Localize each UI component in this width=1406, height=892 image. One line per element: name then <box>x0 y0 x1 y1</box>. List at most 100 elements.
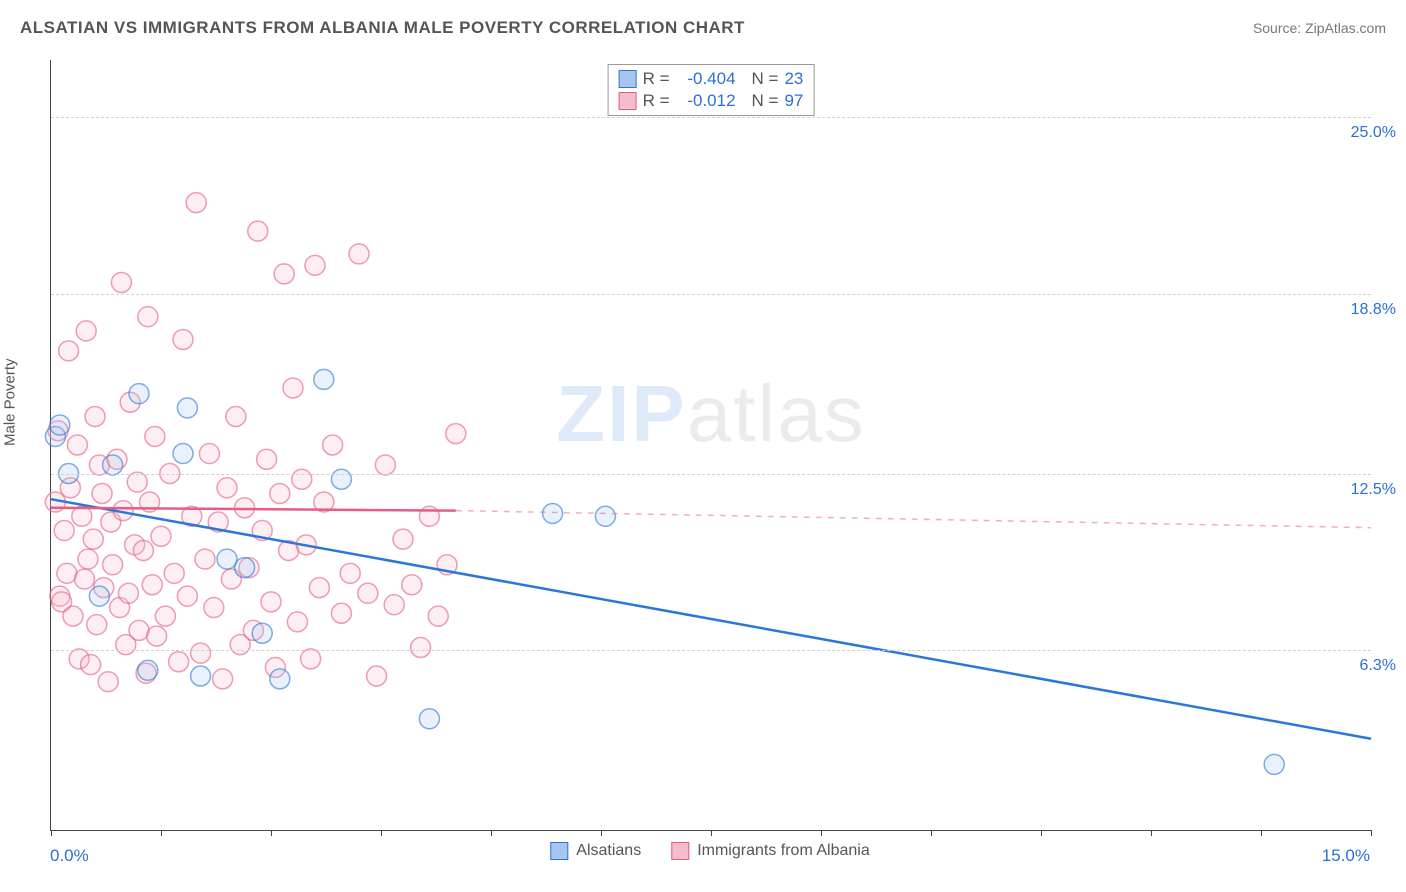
n-value: 23 <box>784 69 803 89</box>
legend-series-label: Immigrants from Albania <box>697 842 870 860</box>
data-point <box>1264 754 1284 774</box>
chart-title: ALSATIAN VS IMMIGRANTS FROM ALBANIA MALE… <box>20 18 745 38</box>
scatter-svg <box>51 60 1371 830</box>
trend-line-extrapolated <box>456 511 1371 528</box>
n-value: 97 <box>784 91 803 111</box>
x-tick <box>1371 830 1372 836</box>
data-point <box>235 498 255 518</box>
data-point <box>111 272 131 292</box>
data-point <box>595 506 615 526</box>
legend-series: Alsatians Immigrants from Albania <box>550 842 869 860</box>
data-point <box>292 469 312 489</box>
x-axis-max-label: 15.0% <box>1322 846 1370 866</box>
x-tick <box>381 830 382 836</box>
data-point <box>287 612 307 632</box>
data-point <box>76 321 96 341</box>
x-tick <box>51 830 52 836</box>
data-point <box>402 575 422 595</box>
chart-container: ZIPatlas R =-0.404N =23R =-0.012N =97 Al… <box>50 60 1370 830</box>
data-point <box>217 478 237 498</box>
gridline-h <box>51 294 1371 295</box>
x-tick <box>1041 830 1042 836</box>
data-point <box>257 449 277 469</box>
x-tick <box>1261 830 1262 836</box>
data-point <box>419 709 439 729</box>
legend-swatch <box>619 92 637 110</box>
r-label: R = <box>643 69 670 89</box>
data-point <box>87 615 107 635</box>
data-point <box>83 529 103 549</box>
x-tick <box>161 830 162 836</box>
data-point <box>367 666 387 686</box>
data-point <box>248 221 268 241</box>
data-point <box>283 378 303 398</box>
data-point <box>98 672 118 692</box>
data-point <box>384 595 404 615</box>
gridline-h <box>51 474 1371 475</box>
data-point <box>331 469 351 489</box>
data-point <box>145 426 165 446</box>
data-point <box>393 529 413 549</box>
data-point <box>138 660 158 680</box>
data-point <box>127 472 147 492</box>
data-point <box>340 563 360 583</box>
data-point <box>446 424 466 444</box>
data-point <box>92 483 112 503</box>
data-point <box>147 626 167 646</box>
legend-series-item: Alsatians <box>550 842 641 860</box>
data-point <box>103 455 123 475</box>
data-point <box>63 606 83 626</box>
y-axis-label: Male Poverty <box>2 358 19 446</box>
data-point <box>235 558 255 578</box>
legend-correlation-row: R =-0.012N =97 <box>619 91 804 111</box>
data-point <box>103 555 123 575</box>
legend-correlation: R =-0.404N =23R =-0.012N =97 <box>608 64 815 116</box>
data-point <box>155 606 175 626</box>
legend-swatch <box>619 70 637 88</box>
data-point <box>85 406 105 426</box>
data-point <box>270 669 290 689</box>
x-tick <box>271 830 272 836</box>
data-point <box>428 606 448 626</box>
data-point <box>323 435 343 455</box>
data-point <box>59 341 79 361</box>
data-point <box>169 652 189 672</box>
data-point <box>177 398 197 418</box>
x-tick <box>711 830 712 836</box>
data-point <box>142 575 162 595</box>
data-point <box>78 549 98 569</box>
data-point <box>252 623 272 643</box>
data-point <box>301 649 321 669</box>
data-point <box>138 307 158 327</box>
r-value: -0.012 <box>676 91 736 111</box>
y-tick-label: 18.8% <box>1351 301 1396 319</box>
data-point <box>81 655 101 675</box>
data-point <box>309 578 329 598</box>
data-point <box>173 444 193 464</box>
legend-series-label: Alsatians <box>576 842 641 860</box>
data-point <box>349 244 369 264</box>
data-point <box>358 583 378 603</box>
chart-header: ALSATIAN VS IMMIGRANTS FROM ALBANIA MALE… <box>20 18 1386 38</box>
data-point <box>186 193 206 213</box>
chart-source: Source: ZipAtlas.com <box>1253 20 1386 36</box>
data-point <box>204 598 224 618</box>
data-point <box>331 603 351 623</box>
legend-swatch <box>671 842 689 860</box>
x-tick <box>1151 830 1152 836</box>
n-label: N = <box>752 91 779 111</box>
data-point <box>118 583 138 603</box>
data-point <box>543 503 563 523</box>
y-tick-label: 6.3% <box>1360 657 1396 675</box>
n-label: N = <box>752 69 779 89</box>
data-point <box>72 506 92 526</box>
legend-swatch <box>550 842 568 860</box>
data-point <box>54 521 74 541</box>
data-point <box>89 586 109 606</box>
x-tick <box>491 830 492 836</box>
data-point <box>151 526 171 546</box>
legend-series-item: Immigrants from Albania <box>671 842 870 860</box>
data-point <box>274 264 294 284</box>
data-point <box>129 384 149 404</box>
y-tick-label: 12.5% <box>1351 481 1396 499</box>
